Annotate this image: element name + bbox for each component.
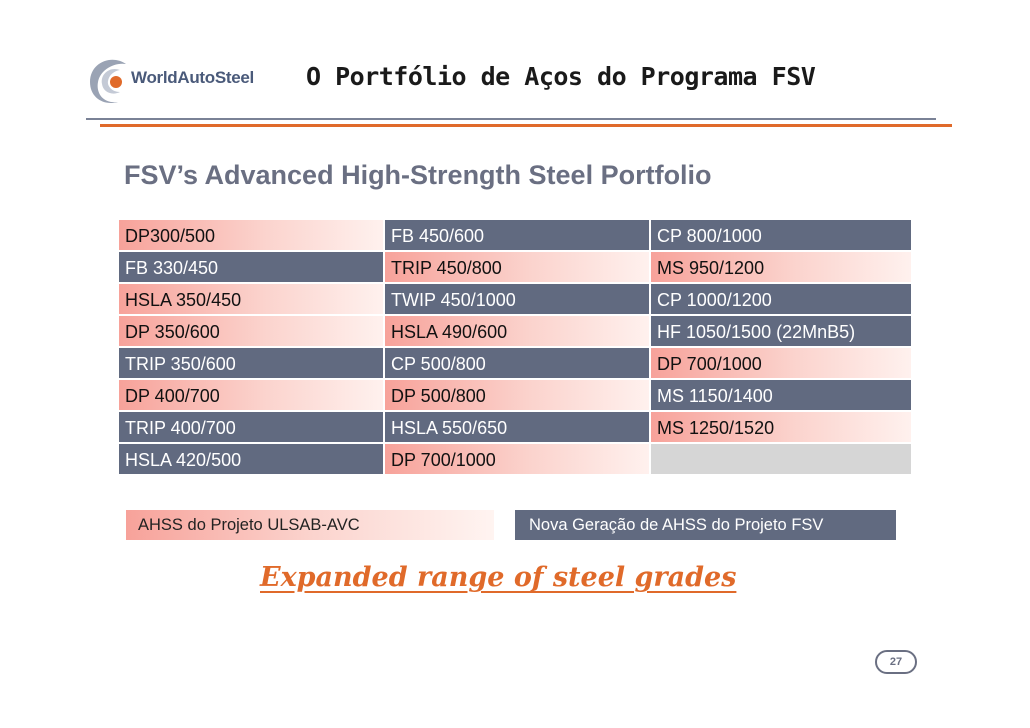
table-cell: HF 1050/1500 (22MnB5): [651, 316, 913, 348]
table-cell: HSLA 490/600: [385, 316, 651, 348]
table-cell: HSLA 550/650: [385, 412, 651, 444]
table-cell: FB 450/600: [385, 220, 651, 252]
logo-wordmark: WorldAutoSteel: [131, 68, 254, 87]
steel-grade-table: DP300/500 FB 450/600 CP 800/1000 FB 330/450…: [118, 220, 913, 476]
logo-swirl-icon: [90, 59, 126, 104]
table-cell: TRIP 350/600: [119, 348, 385, 380]
table-cell: HSLA 420/500: [119, 444, 385, 476]
header-divider-orange: [100, 124, 952, 127]
table-cell: HSLA 350/450: [119, 284, 385, 316]
table-cell: DP 700/1000: [385, 444, 651, 476]
table-cell-empty: [651, 444, 913, 476]
table-cell: CP 500/800: [385, 348, 651, 380]
table-cell: DP300/500: [119, 220, 385, 252]
table-cell: TRIP 400/700: [119, 412, 385, 444]
legend-fsv-new-generation: Nova Geração de AHSS do Projeto FSV: [515, 510, 896, 540]
table-cell: MS 1250/1520: [651, 412, 913, 444]
header-divider-gray: [86, 118, 936, 120]
table-cell: DP 350/600: [119, 316, 385, 348]
table-cell: TWIP 450/1000: [385, 284, 651, 316]
table-cell: DP 500/800: [385, 380, 651, 412]
table-cell: MS 1150/1400: [651, 380, 913, 412]
legend-ulsab-avc: AHSS do Projeto ULSAB-AVC: [126, 510, 494, 540]
slide-subtitle: FSV’s Advanced High-Strength Steel Portf…: [124, 160, 712, 190]
table-cell: DP 700/1000: [651, 348, 913, 380]
table-cell: CP 1000/1200: [651, 284, 913, 316]
table-cell: DP 400/700: [119, 380, 385, 412]
page-number: 27: [875, 650, 917, 674]
tagline: Expanded range of steel grades: [260, 562, 737, 593]
worldautosteel-logo: WorldAutoSteel: [86, 56, 276, 112]
table-cell: TRIP 450/800: [385, 252, 651, 284]
table-cell: MS 950/1200: [651, 252, 913, 284]
table-cell: FB 330/450: [119, 252, 385, 284]
table-cell: CP 800/1000: [651, 220, 913, 252]
slide-title: O Portfólio de Aços do Programa FSV: [306, 62, 816, 91]
